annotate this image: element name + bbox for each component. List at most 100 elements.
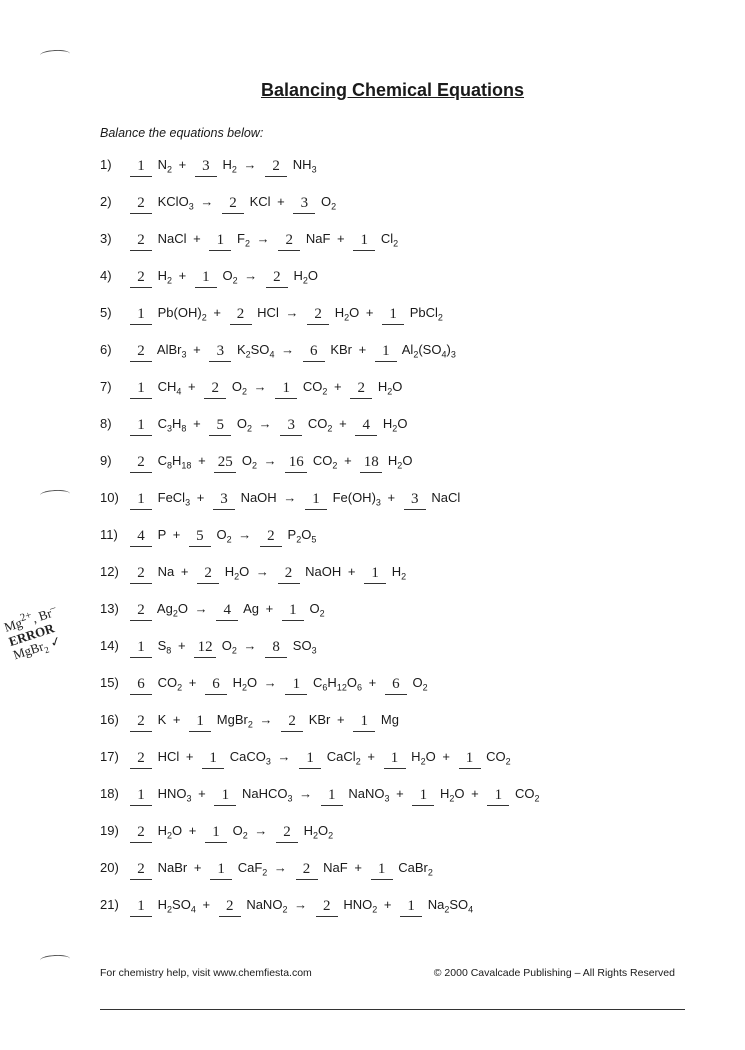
chemical-formula: Fe(OH)3 xyxy=(333,490,381,505)
chemical-formula: C8H18 xyxy=(158,453,192,468)
chemical-formula: H2O xyxy=(440,786,465,801)
chemical-formula: H2O2 xyxy=(304,823,334,838)
coefficient-blank: 1 xyxy=(202,747,224,769)
equation-number: 18) xyxy=(100,785,128,803)
coefficient-blank: 4 xyxy=(130,525,152,547)
coefficient-blank: 1 xyxy=(275,377,297,399)
coefficient-blank: 2 xyxy=(350,377,372,399)
handwritten-coefficient: 1 xyxy=(391,750,399,766)
operator: + xyxy=(193,231,201,246)
handwritten-coefficient: 1 xyxy=(196,713,204,729)
equation-number: 11) xyxy=(100,526,128,544)
handwritten-coefficient: 1 xyxy=(293,676,301,692)
operator: + xyxy=(193,416,201,431)
handwritten-coefficient: 3 xyxy=(288,417,296,433)
operator: → xyxy=(200,194,213,209)
operator: + xyxy=(178,638,186,653)
equation-row: 19)2 H2O + 1 O2 → 2 H2O2 xyxy=(100,821,685,843)
coefficient-blank: 16 xyxy=(285,451,307,473)
operator: + xyxy=(179,268,187,283)
equation-number: 16) xyxy=(100,711,128,729)
chemical-formula: O2 xyxy=(222,638,237,653)
handwritten-coefficient: 2 xyxy=(137,824,145,840)
operator: + xyxy=(277,194,285,209)
operator: + xyxy=(339,416,347,431)
chemical-formula: N2 xyxy=(158,157,172,172)
operator: + xyxy=(354,860,362,875)
coefficient-blank: 1 xyxy=(214,784,236,806)
equation-row: 14)1 S8 + 12 O2 → 8 SO3 xyxy=(100,636,685,658)
equation-number: 6) xyxy=(100,341,128,359)
handwritten-coefficient: 8 xyxy=(272,639,280,655)
equation-row: 8)1 C3H8 + 5 O2 → 3 CO2 + 4 H2O xyxy=(100,414,685,436)
equation-row: 21)1 H2SO4 + 2 NaNO2 → 2 HNO2 + 1 Na2SO4 xyxy=(100,895,685,917)
chemical-formula: CO2 xyxy=(158,675,183,690)
equation-row: 9)2 C8H18 + 25 O2 → 16 CO2 + 18 H2O xyxy=(100,451,685,473)
chemical-formula: H2O xyxy=(335,305,360,320)
page-title: Balancing Chemical Equations xyxy=(100,80,685,101)
operator: + xyxy=(396,786,404,801)
operator: + xyxy=(202,897,210,912)
coefficient-blank: 2 xyxy=(130,229,152,251)
coefficient-blank: 1 xyxy=(189,710,211,732)
handwritten-coefficient: 1 xyxy=(137,787,145,803)
operator: → xyxy=(264,453,277,468)
coefficient-blank: 1 xyxy=(305,488,327,510)
coefficient-blank: 2 xyxy=(265,155,287,177)
handwritten-coefficient: 5 xyxy=(217,417,225,433)
handwritten-coefficient: 1 xyxy=(202,269,210,285)
coefficient-blank: 2 xyxy=(281,710,303,732)
handwritten-coefficient: 1 xyxy=(378,861,386,877)
coefficient-blank: 2 xyxy=(260,525,282,547)
handwritten-coefficient: 1 xyxy=(212,824,220,840)
chemical-formula: O2 xyxy=(309,601,324,616)
chemical-formula: HCl xyxy=(257,305,279,320)
equation-row: 7)1 CH4 + 2 O2 → 1 CO2 + 2 H2O xyxy=(100,377,685,399)
operator: + xyxy=(334,379,342,394)
coefficient-blank: 2 xyxy=(296,858,318,880)
handwritten-coefficient: 3 xyxy=(217,343,225,359)
coefficient-blank: 1 xyxy=(384,747,406,769)
handwritten-coefficient: 3 xyxy=(202,158,210,174)
operator: + xyxy=(188,379,196,394)
chemical-formula: NaHCO3 xyxy=(242,786,293,801)
coefficient-blank: 1 xyxy=(130,636,152,658)
chemical-formula: CaCl2 xyxy=(327,749,361,764)
operator: + xyxy=(186,749,194,764)
operator: → xyxy=(278,749,291,764)
equation-row: 2)2 KClO3 → 2 KCl + 3 O2 xyxy=(100,192,685,214)
operator: → xyxy=(244,157,257,172)
chemical-formula: O2 xyxy=(321,194,336,209)
worksheet-page: Balancing Chemical Equations Balance the… xyxy=(0,0,745,1050)
operator: → xyxy=(256,564,269,579)
operator: + xyxy=(173,712,181,727)
equation-number: 9) xyxy=(100,452,128,470)
operator: → xyxy=(254,379,267,394)
operator: → xyxy=(274,860,287,875)
chemical-formula: KCl xyxy=(250,194,271,209)
equation-row: 16)2 K + 1 MgBr2 → 2 KBr + 1 Mg xyxy=(100,710,685,732)
handwritten-coefficient: 1 xyxy=(217,232,225,248)
chemical-formula: H2O xyxy=(378,379,403,394)
chemical-formula: O2 xyxy=(232,379,247,394)
equation-number: 17) xyxy=(100,748,128,766)
handwritten-coefficient: 2 xyxy=(212,380,220,396)
operator: + xyxy=(384,897,392,912)
coefficient-blank: 1 xyxy=(459,747,481,769)
coefficient-blank: 18 xyxy=(360,451,382,473)
handwritten-coefficient: 4 xyxy=(137,528,145,544)
handwritten-coefficient: 1 xyxy=(137,306,145,322)
coefficient-blank: 2 xyxy=(197,562,219,584)
coefficient-blank: 6 xyxy=(385,673,407,695)
coefficient-blank: 1 xyxy=(130,414,152,436)
operator: + xyxy=(388,490,396,505)
coefficient-blank: 1 xyxy=(130,895,152,917)
handwritten-coefficient: 2 xyxy=(283,824,291,840)
chemical-formula: NaBr xyxy=(158,860,188,875)
coefficient-blank: 2 xyxy=(204,377,226,399)
operator: + xyxy=(189,823,197,838)
equation-number: 15) xyxy=(100,674,128,692)
handwritten-coefficient: 6 xyxy=(392,676,400,692)
handwritten-coefficient: 2 xyxy=(137,343,145,359)
handwritten-coefficient: 2 xyxy=(273,269,281,285)
